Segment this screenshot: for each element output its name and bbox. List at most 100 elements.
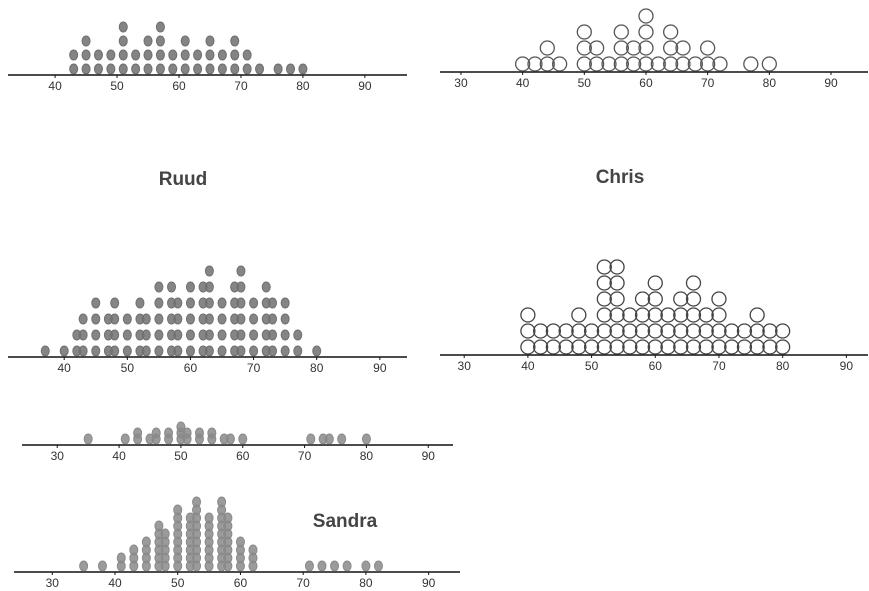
dot (373, 560, 383, 572)
person-name: Ruud (159, 169, 208, 190)
dot (91, 297, 101, 309)
person-name: Sandra (313, 511, 378, 532)
dot (596, 339, 612, 355)
dot (532, 323, 549, 339)
dot (775, 339, 791, 355)
dot (155, 63, 165, 75)
dot (118, 21, 128, 33)
dot (647, 275, 663, 291)
dot (154, 281, 164, 293)
dot (40, 345, 50, 357)
dot (685, 275, 702, 291)
dot (712, 56, 728, 72)
dot (268, 297, 278, 309)
dot (673, 291, 689, 307)
dot (761, 56, 777, 72)
dot (293, 329, 303, 341)
x-tick-label: 60 (172, 79, 186, 93)
dot (647, 339, 663, 355)
dot (122, 313, 132, 325)
x-tick-label: 50 (121, 361, 135, 375)
dot (613, 40, 629, 56)
dot (700, 56, 716, 72)
dot (236, 281, 246, 293)
dot (749, 307, 765, 323)
dot (141, 313, 151, 325)
dot (634, 307, 651, 323)
dot (242, 49, 252, 61)
x-tick-label: 90 (824, 76, 838, 90)
dot (634, 339, 651, 355)
x-tick-label: 50 (585, 359, 599, 373)
dot (81, 63, 91, 75)
dot (110, 329, 120, 341)
dot (185, 297, 195, 309)
dot (154, 297, 164, 309)
dot (736, 339, 753, 355)
dot (204, 297, 214, 309)
x-tick-label: 50 (174, 449, 188, 463)
x-tick-label: 90 (422, 576, 436, 590)
dot (155, 49, 165, 61)
dot (749, 339, 765, 355)
dot (268, 329, 278, 341)
dot (700, 40, 716, 56)
dot (638, 40, 654, 56)
dot (698, 307, 714, 323)
dot (304, 560, 314, 572)
dot (155, 21, 165, 33)
dot (176, 421, 186, 433)
dot (194, 427, 204, 439)
dot (711, 323, 727, 339)
dot (173, 313, 183, 325)
dot (91, 345, 101, 357)
person-name: Chris (596, 167, 645, 188)
dot (613, 56, 629, 72)
x-tick-label: 50 (578, 76, 592, 90)
x-tick-label: 40 (58, 361, 72, 375)
dot (122, 345, 132, 357)
dot (131, 63, 141, 75)
dot (154, 520, 164, 532)
dot (312, 345, 322, 357)
dot (634, 291, 651, 307)
x-tick-label: 80 (776, 359, 790, 373)
dot (280, 329, 290, 341)
dot (609, 307, 625, 323)
dot (638, 24, 654, 40)
dot (588, 56, 605, 72)
dot (596, 307, 612, 323)
x-tick-label: 70 (247, 361, 261, 375)
dot (230, 35, 240, 47)
x-tick-label: 70 (701, 76, 715, 90)
dot (81, 35, 91, 47)
dot (775, 323, 791, 339)
dot (545, 339, 562, 355)
dot (118, 63, 128, 75)
dot (527, 56, 543, 72)
x-tick-label: 90 (422, 449, 436, 463)
dot (180, 63, 190, 75)
dot (255, 63, 265, 75)
x-tick-label: 60 (236, 449, 250, 463)
x-tick-label: 30 (454, 76, 468, 90)
x-tick-label: 80 (360, 449, 374, 463)
dot (217, 345, 227, 357)
x-tick-label: 60 (184, 361, 198, 375)
dot (743, 56, 759, 72)
dot (634, 323, 651, 339)
dot (205, 63, 215, 75)
dot (268, 345, 278, 357)
dot (154, 345, 164, 357)
dot (583, 339, 600, 355)
dot (647, 291, 663, 307)
dot (249, 313, 259, 325)
dot (118, 49, 128, 61)
dot (164, 427, 174, 439)
dot (173, 504, 183, 516)
dot (193, 63, 203, 75)
dot (622, 323, 638, 339)
dot (141, 345, 151, 357)
dot (280, 345, 290, 357)
